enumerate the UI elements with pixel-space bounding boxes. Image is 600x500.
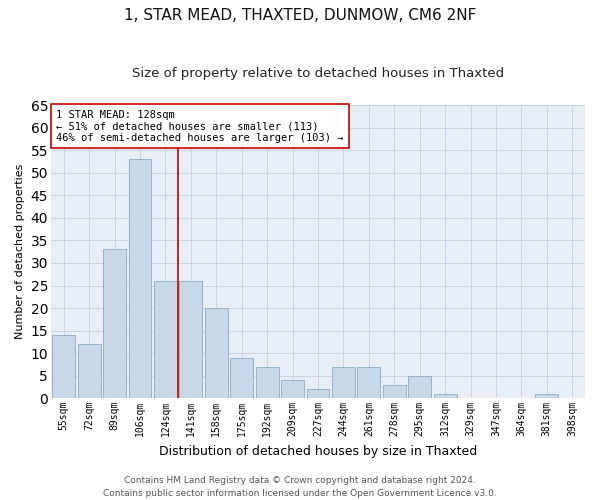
Title: Size of property relative to detached houses in Thaxted: Size of property relative to detached ho…: [132, 68, 504, 80]
Bar: [281, 380, 304, 398]
Bar: [154, 281, 177, 398]
Bar: [408, 376, 431, 398]
Bar: [128, 160, 151, 398]
Bar: [52, 335, 75, 398]
Bar: [103, 250, 126, 398]
X-axis label: Distribution of detached houses by size in Thaxted: Distribution of detached houses by size …: [159, 444, 477, 458]
Bar: [256, 366, 278, 398]
Text: 1, STAR MEAD, THAXTED, DUNMOW, CM6 2NF: 1, STAR MEAD, THAXTED, DUNMOW, CM6 2NF: [124, 8, 476, 22]
Bar: [383, 384, 406, 398]
Bar: [77, 344, 101, 398]
Bar: [307, 389, 329, 398]
Bar: [358, 366, 380, 398]
Y-axis label: Number of detached properties: Number of detached properties: [15, 164, 25, 340]
Text: Contains HM Land Registry data © Crown copyright and database right 2024.
Contai: Contains HM Land Registry data © Crown c…: [103, 476, 497, 498]
Bar: [434, 394, 457, 398]
Bar: [179, 281, 202, 398]
Bar: [332, 366, 355, 398]
Text: 1 STAR MEAD: 128sqm
← 51% of detached houses are smaller (113)
46% of semi-detac: 1 STAR MEAD: 128sqm ← 51% of detached ho…: [56, 110, 344, 143]
Bar: [230, 358, 253, 398]
Bar: [535, 394, 558, 398]
Bar: [205, 308, 228, 398]
